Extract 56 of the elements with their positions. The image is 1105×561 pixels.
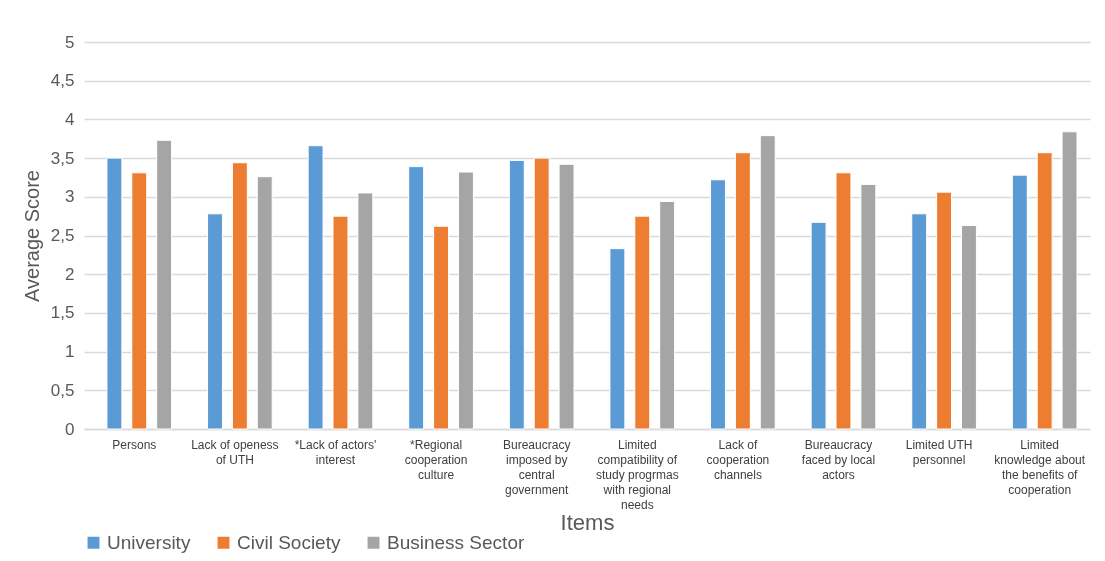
bar: [1011, 174, 1028, 430]
bar: [911, 213, 928, 430]
x-tick-label: Bureaucracy faced by local actors: [801, 437, 876, 482]
bar: [332, 215, 349, 430]
x-tick-label: Persons: [112, 437, 157, 452]
bar: [156, 139, 173, 430]
bar: [1036, 152, 1053, 430]
y-tick-label: 2,5: [50, 226, 75, 245]
bar: [307, 145, 324, 430]
bar: [860, 183, 877, 430]
y-tick-label: 0: [65, 419, 75, 439]
bar: [256, 176, 273, 430]
legend-label: Business Sector: [387, 531, 525, 553]
bar: [533, 157, 550, 430]
legend-label: Civil Society: [237, 531, 341, 553]
y-tick-label: 4,5: [50, 71, 75, 91]
bar: [106, 157, 123, 430]
legend-label: University: [107, 531, 191, 553]
y-tick-label: 4: [65, 109, 75, 129]
bar: [558, 163, 575, 430]
y-tick-label: 0,5: [50, 380, 75, 400]
x-tick-label: *Regional cooperation culture: [404, 437, 468, 482]
x-tick-label: Limited UTH personnel: [905, 437, 973, 467]
y-tick-label: 2: [65, 264, 75, 284]
x-tick-label: Limited compatibility of study progrmas with regional needs: [595, 437, 679, 512]
y-tick-label: 3: [65, 187, 75, 207]
y-tick-label: 3,5: [50, 148, 75, 168]
bar: [759, 135, 776, 430]
bar: [508, 159, 525, 430]
bar: [609, 248, 626, 430]
bar: [659, 200, 676, 430]
bar: [357, 192, 374, 430]
bar: [207, 213, 223, 430]
bar: [936, 191, 953, 430]
bar: [433, 225, 450, 430]
bar: [734, 152, 751, 430]
bar: [835, 172, 852, 430]
bar: [710, 179, 726, 430]
y-tick-label: 1: [65, 342, 75, 362]
bar: [810, 221, 827, 430]
y-tick-label: 1,5: [50, 303, 75, 323]
x-tick-label: *Lack of actors' interest: [294, 437, 377, 467]
y-tick-label: 5: [65, 32, 75, 52]
x-tick-label: Limited knowledge about the benefits of cooperation: [994, 437, 1086, 497]
bar: [408, 166, 425, 430]
x-tick-label: Bureaucracy imposed by central government: [503, 437, 571, 497]
x-tick-label: Lack of cooperation channels: [706, 437, 770, 482]
bar: [131, 172, 148, 430]
bar: [634, 215, 651, 430]
bar: [231, 162, 248, 430]
x-axis-title: Items: [560, 509, 615, 535]
bar: [960, 224, 977, 430]
y-axis-title: Average Score: [20, 170, 43, 302]
x-tick-label: Lack of openess of UTH: [191, 437, 279, 467]
bar: [457, 171, 474, 430]
bar: [1061, 131, 1078, 430]
